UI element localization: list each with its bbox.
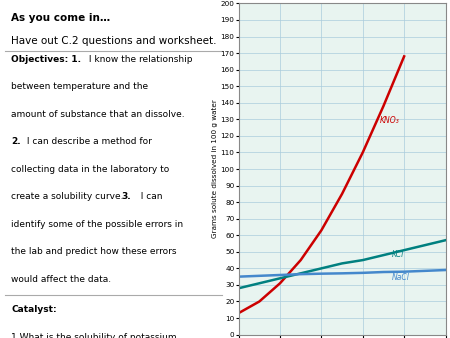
Text: Catalyst:: Catalyst: <box>11 306 57 314</box>
Text: KNO₃: KNO₃ <box>379 116 399 125</box>
Text: amount of substance that an dissolve.: amount of substance that an dissolve. <box>11 110 184 119</box>
Text: would affect the data.: would affect the data. <box>11 275 111 284</box>
Text: 3.: 3. <box>122 192 131 201</box>
Text: the lab and predict how these errors: the lab and predict how these errors <box>11 247 176 256</box>
Text: Have out C.2 questions and worksheet.: Have out C.2 questions and worksheet. <box>11 36 216 46</box>
Y-axis label: Grams solute dissolved in 100 g water: Grams solute dissolved in 100 g water <box>212 100 218 238</box>
Text: Objectives: 1.: Objectives: 1. <box>11 55 81 64</box>
Text: NaCl: NaCl <box>392 273 410 282</box>
Text: 2.: 2. <box>11 137 21 146</box>
Text: As you come in…: As you come in… <box>11 13 110 23</box>
Text: I can describe a method for: I can describe a method for <box>24 137 152 146</box>
Text: I can: I can <box>135 192 162 201</box>
Text: identify some of the possible errors in: identify some of the possible errors in <box>11 220 183 229</box>
Text: create a solubility curve.: create a solubility curve. <box>11 192 129 201</box>
Text: KCl: KCl <box>392 250 404 259</box>
Text: I know the relationship: I know the relationship <box>86 55 193 64</box>
Text: 1.What is the solubility of potassium: 1.What is the solubility of potassium <box>11 333 177 338</box>
Text: collecting data in the laboratory to: collecting data in the laboratory to <box>11 165 169 174</box>
Text: between temperature and the: between temperature and the <box>11 82 148 91</box>
